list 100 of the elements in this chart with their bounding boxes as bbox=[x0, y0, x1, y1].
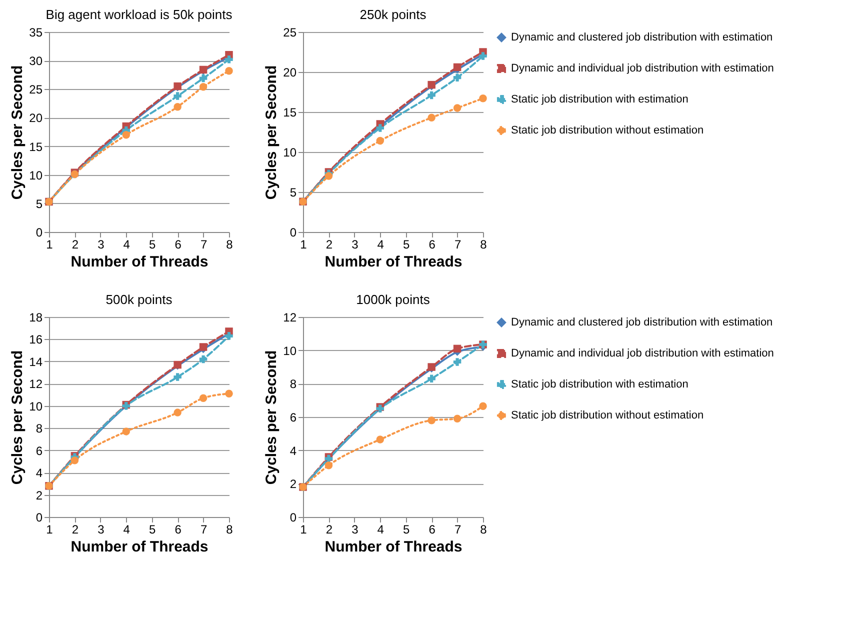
y-tick-label: 10 bbox=[29, 168, 43, 182]
x-tick-label: 3 bbox=[352, 522, 359, 536]
y-tick-label: 5 bbox=[290, 186, 297, 200]
chart-title: Big agent workload is 50k points bbox=[46, 7, 233, 22]
point bbox=[174, 373, 182, 381]
legend-label: Static job distribution with estimation bbox=[511, 378, 688, 390]
y-tick-label: 10 bbox=[29, 399, 43, 414]
x-axis-title: Number of Threads bbox=[70, 254, 208, 270]
y-tick-label: 15 bbox=[29, 140, 43, 154]
x-tick-label: 8 bbox=[480, 238, 488, 252]
x-tick-label: 2 bbox=[326, 522, 333, 536]
x-tick-label: 7 bbox=[200, 238, 208, 252]
y-tick-label: 0 bbox=[290, 510, 297, 524]
x-tick-label: 6 bbox=[428, 522, 436, 536]
y-tick-label: 2 bbox=[36, 488, 43, 502]
y-tick-label: 10 bbox=[283, 344, 297, 358]
point bbox=[428, 374, 436, 383]
point bbox=[174, 408, 182, 416]
point bbox=[479, 402, 487, 410]
y-tick-label: 10 bbox=[283, 146, 297, 160]
legend-label: Dynamic and clustered job distribution with estimation bbox=[511, 316, 773, 328]
legend-label: Dynamic and clustered job distribution with estimation bbox=[511, 32, 773, 44]
x-tick-label: 8 bbox=[480, 522, 488, 536]
point bbox=[453, 104, 462, 112]
point bbox=[479, 94, 487, 102]
y-tick-label: 4 bbox=[36, 466, 43, 480]
legend-label: Static job distribution with estimation bbox=[511, 94, 688, 106]
x-tick-label: 8 bbox=[226, 238, 234, 252]
x-tick-label: 4 bbox=[377, 238, 384, 252]
point bbox=[199, 343, 208, 351]
y-tick-label: 25 bbox=[283, 26, 297, 40]
x-tick-label: 1 bbox=[46, 522, 54, 536]
point bbox=[174, 102, 182, 111]
x-tick-label: 3 bbox=[98, 238, 105, 252]
point bbox=[225, 332, 233, 340]
x-tick-label: 1 bbox=[300, 238, 308, 252]
y-axis-title: Cycles per Second bbox=[263, 65, 280, 200]
y-axis-title: Cycles per Second bbox=[263, 350, 280, 485]
point bbox=[453, 74, 462, 82]
chart-title: 1000k points bbox=[356, 292, 430, 307]
x-tick-label: 5 bbox=[149, 522, 156, 536]
x-tick-label: 6 bbox=[428, 238, 436, 252]
point bbox=[453, 63, 462, 72]
point bbox=[174, 92, 182, 100]
point bbox=[225, 66, 233, 75]
y-tick-label: 12 bbox=[283, 310, 297, 324]
x-tick-label: 3 bbox=[352, 238, 359, 252]
point bbox=[453, 344, 462, 353]
x-tick-label: 5 bbox=[403, 522, 410, 536]
x-tick-label: 5 bbox=[403, 238, 410, 252]
legend-label: Static job distribution without estimation bbox=[511, 124, 704, 136]
y-tick-label: 8 bbox=[290, 377, 297, 392]
legend-label: Dynamic and individual job distribution with estimation bbox=[511, 348, 774, 360]
y-tick-label: 6 bbox=[36, 444, 43, 458]
point bbox=[428, 91, 436, 100]
y-tick-label: 0 bbox=[290, 226, 297, 240]
x-tick-label: 5 bbox=[149, 238, 156, 252]
y-tick-label: 25 bbox=[29, 82, 43, 97]
y-tick-label: 0 bbox=[36, 226, 43, 240]
y-axis-title: Cycles per Second bbox=[9, 350, 26, 485]
y-tick-label: 30 bbox=[29, 54, 43, 68]
y-tick-label: 16 bbox=[29, 332, 43, 347]
x-tick-label: 3 bbox=[98, 522, 105, 536]
point bbox=[199, 355, 208, 364]
x-tick-label: 6 bbox=[174, 522, 182, 536]
y-tick-label: 8 bbox=[36, 422, 43, 436]
x-tick-label: 4 bbox=[377, 522, 384, 536]
point bbox=[324, 172, 333, 180]
y-tick-label: 6 bbox=[290, 410, 297, 424]
point bbox=[199, 394, 208, 402]
y-tick-label: 15 bbox=[283, 106, 297, 120]
y-tick-label: 12 bbox=[29, 377, 43, 392]
x-tick-label: 4 bbox=[123, 238, 130, 252]
point bbox=[70, 456, 79, 464]
x-tick-label: 2 bbox=[72, 522, 79, 536]
legend-label: Static job distribution without estimation bbox=[511, 410, 704, 422]
point bbox=[225, 390, 233, 398]
x-tick-label: 1 bbox=[300, 522, 308, 536]
point bbox=[453, 414, 462, 423]
y-tick-label: 14 bbox=[29, 354, 43, 369]
y-tick-label: 2 bbox=[290, 477, 297, 492]
x-tick-label: 7 bbox=[454, 522, 462, 536]
x-axis-title: Number of Threads bbox=[70, 538, 208, 556]
point bbox=[199, 82, 208, 91]
x-axis-title: Number of Threads bbox=[324, 538, 462, 556]
x-tick-label: 4 bbox=[123, 522, 130, 536]
y-tick-label: 35 bbox=[29, 26, 43, 40]
point bbox=[453, 358, 462, 366]
point bbox=[199, 74, 208, 82]
x-tick-label: 2 bbox=[326, 238, 333, 252]
point bbox=[225, 56, 233, 64]
legend-label: Dynamic and individual job distribution with estimation bbox=[511, 62, 774, 74]
y-axis-title: Cycles per Second bbox=[9, 65, 26, 200]
point bbox=[324, 461, 333, 470]
y-tick-label: 0 bbox=[36, 510, 43, 524]
y-tick-label: 20 bbox=[29, 111, 43, 126]
y-tick-label: 5 bbox=[36, 196, 43, 211]
x-tick-label: 8 bbox=[226, 522, 234, 536]
point bbox=[122, 428, 130, 436]
chart-title: 250k points bbox=[360, 7, 427, 22]
